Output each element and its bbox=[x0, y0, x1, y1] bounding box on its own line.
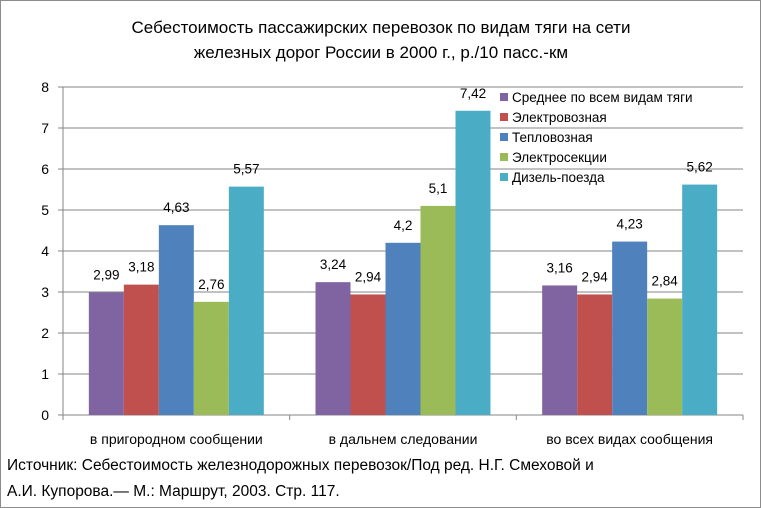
bar bbox=[350, 294, 386, 415]
data-label: 4,63 bbox=[163, 200, 189, 215]
y-tick-label: 6 bbox=[41, 161, 49, 177]
bar bbox=[455, 110, 491, 415]
y-tick-label: 8 bbox=[41, 79, 49, 95]
data-label: 2,84 bbox=[652, 274, 679, 289]
source-line-1: Источник: Себестоимость железнодорожных … bbox=[7, 457, 594, 474]
data-label: 5,1 bbox=[429, 181, 448, 196]
bar bbox=[228, 186, 264, 415]
bar bbox=[123, 284, 159, 415]
x-category-label: в дальнем следовании bbox=[329, 431, 478, 447]
data-label: 3,18 bbox=[128, 260, 154, 275]
data-label: 4,23 bbox=[617, 217, 643, 232]
legend-label: Среднее по всем видам тяги bbox=[512, 90, 693, 105]
source-line-2: А.И. Купорова.— М.: Маршрут, 2003. Стр. … bbox=[7, 483, 340, 500]
data-label: 4,2 bbox=[394, 218, 413, 233]
bar-chart: Себестоимость пассажирских перевозок по … bbox=[41, 18, 744, 447]
y-tick-label: 0 bbox=[41, 407, 49, 423]
bar bbox=[158, 225, 194, 415]
bar bbox=[385, 242, 421, 415]
y-tick-label: 7 bbox=[41, 120, 49, 136]
bar bbox=[88, 292, 124, 415]
legend-swatch bbox=[500, 93, 508, 101]
legend-label: Дизель-поезда bbox=[512, 170, 605, 185]
data-label: 5,57 bbox=[233, 162, 259, 177]
y-tick-label: 4 bbox=[41, 243, 49, 259]
bar bbox=[315, 282, 351, 415]
source-note: Источник: Себестоимость железнодорожных … bbox=[7, 453, 747, 505]
chart-title-line-2: железных дорог России в 2000 г., р./10 п… bbox=[194, 43, 568, 62]
y-tick-label: 3 bbox=[41, 284, 49, 300]
y-tick-label: 1 bbox=[41, 366, 49, 382]
bar bbox=[420, 205, 456, 415]
legend-swatch bbox=[500, 173, 508, 181]
legend-swatch bbox=[500, 153, 508, 161]
legend-swatch bbox=[500, 133, 508, 141]
data-label: 2,94 bbox=[582, 269, 609, 284]
legend-label: Электровозная bbox=[512, 110, 607, 125]
bar bbox=[542, 285, 578, 415]
data-label: 7,42 bbox=[460, 86, 486, 101]
x-category-label: в пригородном сообщении bbox=[90, 431, 263, 447]
data-label: 2,76 bbox=[198, 277, 224, 292]
legend-label: Тепловозная bbox=[512, 130, 593, 145]
legend-swatch bbox=[500, 113, 508, 121]
data-label: 2,94 bbox=[355, 269, 382, 284]
data-label: 3,24 bbox=[320, 257, 347, 272]
bar bbox=[193, 301, 229, 415]
data-label: 3,16 bbox=[547, 260, 573, 275]
y-tick-label: 2 bbox=[41, 325, 49, 341]
data-label: 2,99 bbox=[93, 267, 119, 282]
bar bbox=[612, 241, 648, 415]
x-category-label: во всех видах сообщения bbox=[546, 431, 713, 447]
bar bbox=[577, 294, 613, 415]
bar bbox=[682, 184, 718, 415]
y-tick-label: 5 bbox=[41, 202, 49, 218]
legend-label: Электросекции bbox=[512, 150, 607, 165]
bar bbox=[647, 298, 683, 415]
chart-title-line-1: Себестоимость пассажирских перевозок по … bbox=[132, 18, 631, 37]
data-label: 5,62 bbox=[687, 160, 713, 175]
